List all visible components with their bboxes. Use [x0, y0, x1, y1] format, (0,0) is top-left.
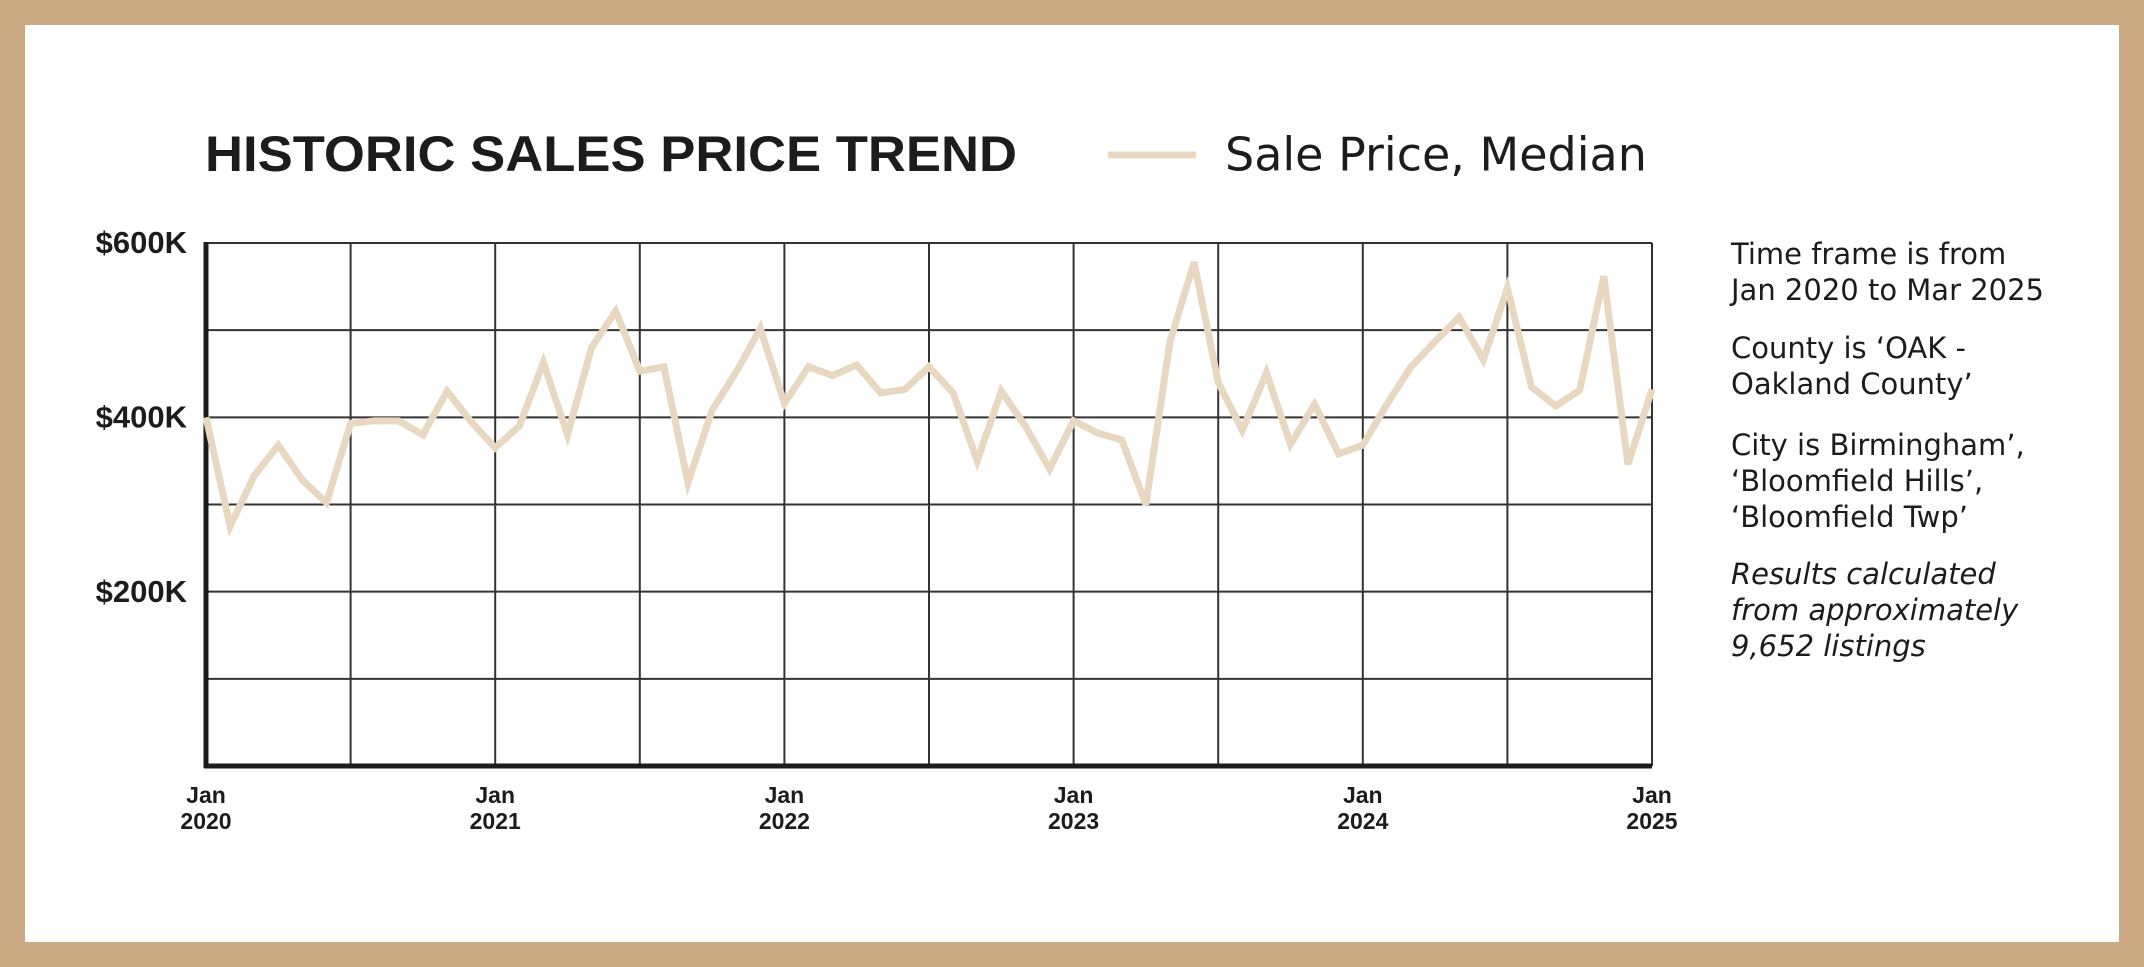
x-tick-label: Jan 2021: [470, 782, 521, 834]
note-line: County is ‘OAK -: [1731, 331, 1966, 365]
legend-label: Sale Price, Median: [1225, 128, 1647, 182]
note-line: Jan 2020 to Mar 2025: [1729, 273, 2044, 307]
x-tick-label-line: Jan: [765, 782, 805, 808]
y-tick-label: $200K: [96, 574, 188, 609]
x-tick-label-line: 2023: [1048, 808, 1099, 834]
x-tick-label: Jan 2023: [1048, 782, 1099, 834]
note-line: City is Birmingham’,: [1731, 428, 2025, 462]
x-tick-label: Jan 2025: [1626, 782, 1677, 834]
x-tick-label: Jan 2024: [1337, 782, 1388, 834]
x-tick-label-line: Jan: [1054, 782, 1094, 808]
note-line: 9,652 listings: [1731, 629, 1926, 663]
data-line: [202, 261, 1656, 537]
x-tick-label-line: 2020: [180, 808, 231, 834]
x-tick-label: Jan 2020: [180, 782, 231, 834]
y-tick-label: $600K: [96, 225, 188, 260]
chart-title: HISTORIC SALES PRICE TREND: [205, 126, 1017, 182]
y-tick-label: $400K: [96, 400, 188, 435]
note-line: Oakland County’: [1731, 367, 1973, 401]
x-tick-label-line: 2021: [470, 808, 521, 834]
note-line: Time frame is from: [1730, 237, 2006, 271]
x-tick-label: Jan 2022: [759, 782, 810, 834]
x-tick-label-line: 2022: [759, 808, 810, 834]
x-tick-label-line: 2024: [1337, 808, 1388, 834]
x-tick-label-line: Jan: [1632, 782, 1672, 808]
note-line: from approximately: [1731, 593, 2019, 627]
x-tick-label-line: 2025: [1626, 808, 1677, 834]
x-tick-label-line: Jan: [1343, 782, 1383, 808]
x-tick-label-line: Jan: [186, 782, 226, 808]
x-tick-label-line: Jan: [475, 782, 515, 808]
note-line: ‘Bloomfield Twp’: [1731, 500, 1968, 534]
note-line: ‘Bloomfield Hills’,: [1731, 464, 1983, 498]
note-line: Results calculated: [1731, 557, 1996, 591]
